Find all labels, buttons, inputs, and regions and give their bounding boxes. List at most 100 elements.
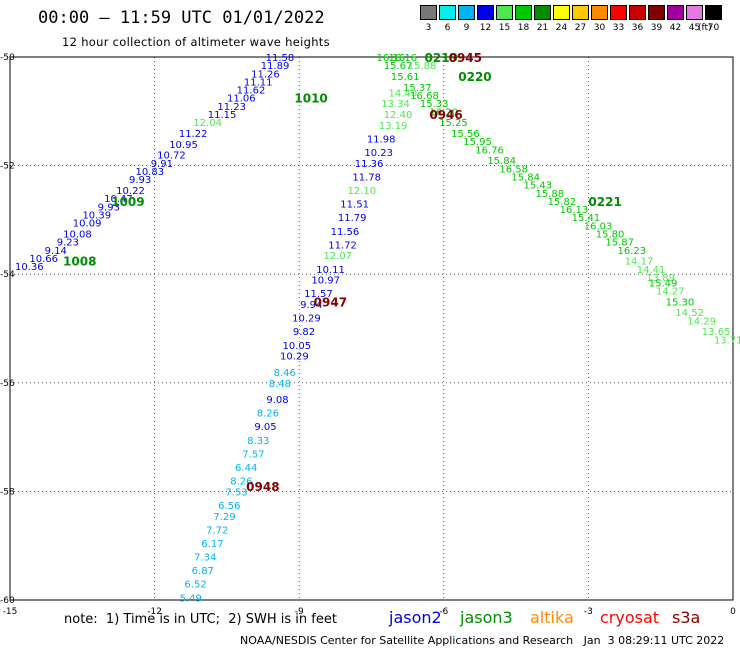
wave-height-value: 8.26 [257,409,279,420]
wave-height-value: 10.39 [82,210,111,221]
wave-height-value: 10.29 [292,314,321,325]
wave-height-value: 15.56 [451,129,480,140]
wave-height-value: 11.58 [266,53,295,64]
pass-time-label: 0221 [588,195,621,209]
wave-height-value: 15.37 [403,83,432,94]
wave-height-value: 13.34 [381,99,410,110]
wave-height-value: 10.08 [63,229,92,240]
x-tick-label: -6 [439,607,448,617]
wave-height-value: 15.67 [384,61,413,72]
wave-height-value: 8.48 [269,379,291,390]
wave-height-value: 16.68 [410,91,439,102]
legend-swatch-15 [496,5,513,20]
legend-label: 70 [707,23,720,33]
wave-height-value: 15.84 [511,172,540,183]
legend-label: 6 [444,23,451,33]
wave-height-value: 6.87 [192,566,214,577]
wave-height-value: 16.58 [499,164,528,175]
legend-swatch-27 [572,5,589,20]
track-layer: 11.5811.8911.2611.1111.6211.0611.2311.15… [15,51,740,604]
wave-height-value: 7.34 [194,553,216,564]
wave-height-value: 9.23 [57,238,79,249]
wave-height-value: 10.95 [169,140,198,151]
pass-time-label: 0219 [425,51,458,65]
wave-height-value: 16.03 [584,221,613,232]
pass-time-label: 1010 [294,92,327,106]
legend-swatch-12 [477,5,494,20]
wave-height-value: 15.25 [439,118,468,129]
map-frame [9,56,734,601]
wave-height-value: 16.16 [389,53,418,64]
wave-height-value: 11.06 [227,94,256,105]
wave-height-value: 10.09 [73,219,102,230]
wave-height-value: 11.22 [179,129,208,140]
wave-height-value: 16.16 [376,53,405,64]
wave-height-value: 14.41 [637,265,666,276]
pass-time-label: 0947 [314,295,347,309]
legend-swatch-6 [439,5,456,20]
pass-time-label: 1008 [63,255,96,269]
pass-time-label: 0945 [449,51,482,65]
credit-line: NOAA/NESDIS Center for Satellite Applica… [240,634,725,647]
legend-label: 12 [479,23,492,33]
wave-height-value: 16.20 [429,107,458,118]
wave-height-value: 11.26 [251,69,280,80]
satellite-legend-altika: altika [530,608,574,627]
y-tick-label: -56 [0,379,15,389]
wave-height-value: 7.53 [225,487,247,498]
x-tick-label: 0 [730,607,736,617]
wave-height-value: 15.88 [408,61,437,72]
legend-label: 42 [669,23,682,33]
wave-height-value: 12.10 [348,186,377,197]
wave-height-value: 16.13 [560,205,589,216]
wave-height-value: 12.04 [193,118,222,129]
wave-height-value: 13.19 [379,121,408,132]
x-tick-label: -9 [295,607,304,617]
wave-height-value: 7.72 [206,525,228,536]
wave-height-value: 9.94 [300,300,322,311]
legend-swatch-9 [458,5,475,20]
track-jason3-descending-east: 16.1616.1615.6715.8815.6115.3714.4016.68… [376,53,740,346]
legend-label: 9 [463,23,470,33]
y-tick-label: -54 [0,270,15,280]
wave-height-value: 7.29 [213,512,235,523]
satellite-legend-jason3: jason3 [460,608,513,627]
x-tick-label: -3 [584,607,593,617]
page-subtitle: 12 hour collection of altimeter wave hei… [62,35,330,49]
wave-height-value: 11.11 [244,77,273,88]
legend-swatch-45 [686,5,703,20]
wave-height-value: 15.95 [463,137,492,148]
wave-height-value: 9.82 [293,327,315,338]
wave-height-value: 6.17 [201,539,223,550]
legend-unit: (ft) [698,23,712,33]
wave-height-value: 6.52 [184,580,206,591]
wave-height-value: 13.71 [714,335,740,346]
legend-label: 3 [425,23,432,33]
y-tick-label: -58 [0,487,15,497]
wave-height-value: 11.56 [331,227,360,238]
wave-height-value: 15.88 [536,189,565,200]
wave-height-value: 10.72 [157,151,186,162]
legend-swatch-39 [648,5,665,20]
wave-height-value: 10.47 [104,194,133,205]
legend-label: 33 [612,23,625,33]
pass-time-label: 0220 [458,70,491,84]
wave-height-value: 8.46 [274,368,296,379]
wave-height-value: 12.07 [323,251,352,262]
wave-height-value: 15.49 [649,278,678,289]
wave-height-value: 8.26 [230,477,252,488]
wave-height-value: 10.23 [364,148,393,159]
wave-height-value: 14.52 [675,308,704,319]
wave-height-value: 9.93 [129,175,151,186]
footnote: note: 1) Time is in UTC; 2) SWH is in fe… [64,612,337,627]
wave-height-value: 15.87 [605,238,634,249]
legend-label: 27 [574,23,587,33]
wave-height-value: 15.84 [487,156,516,167]
wave-height-value: 11.89 [261,61,290,72]
wave-height-value: 7.57 [242,449,264,460]
wave-height-value: 9.91 [151,159,173,170]
legend-swatch-70 [705,5,722,20]
wave-height-value: 15.33 [420,99,449,110]
wave-height-value: 5.49 [180,593,202,604]
